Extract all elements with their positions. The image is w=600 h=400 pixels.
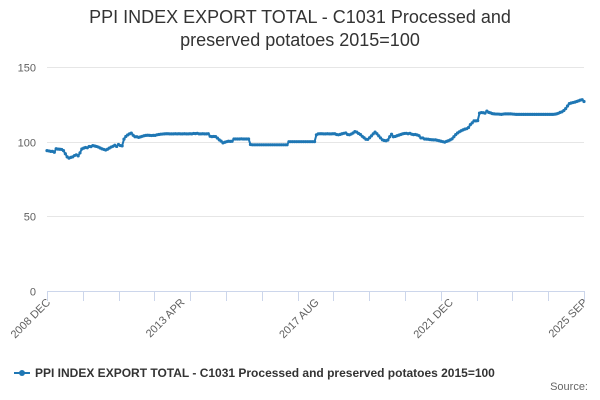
data-point[interactable]	[312, 140, 317, 144]
data-point[interactable]	[452, 135, 456, 139]
data-point[interactable]	[388, 135, 392, 139]
source-label: Source:	[550, 381, 588, 393]
data-point[interactable]	[61, 149, 66, 153]
data-point[interactable]	[230, 139, 234, 143]
data-point[interactable]	[76, 154, 80, 158]
data-point[interactable]	[206, 132, 210, 136]
chart-title-line-2: preserved potatoes 2015=100	[180, 30, 420, 50]
y-tick-label: 150	[18, 63, 36, 75]
data-point[interactable]	[375, 132, 379, 136]
data-point[interactable]	[386, 138, 390, 142]
data-point[interactable]	[417, 134, 421, 138]
legend-dot-swatch	[19, 370, 25, 376]
chart-title: PPI INDEX EXPORT TOTAL - C1031 Processed…	[40, 6, 560, 52]
data-point[interactable]	[377, 134, 381, 138]
data-point[interactable]	[129, 131, 133, 135]
data-point[interactable]	[122, 137, 126, 141]
legend-label[interactable]: PPI INDEX EXPORT TOTAL - C1031 Processed…	[35, 366, 495, 380]
series-line[interactable]	[46, 98, 585, 160]
data-point[interactable]	[63, 152, 67, 156]
data-point[interactable]	[247, 137, 251, 141]
data-point[interactable]	[120, 144, 124, 148]
gridlines	[47, 67, 584, 292]
data-point[interactable]	[285, 143, 289, 147]
data-point[interactable]	[466, 125, 471, 130]
data-point[interactable]	[582, 99, 586, 104]
y-tick-label: 100	[18, 138, 36, 150]
data-point[interactable]	[389, 132, 394, 136]
axes: 0 50 100 150 2008 DEC 2013 APR 2017 AUG 2021 DE…	[9, 63, 590, 342]
x-tick-label: 2021 DEC	[411, 297, 455, 341]
y-tick-label: 50	[24, 212, 36, 224]
data-point[interactable]	[565, 104, 570, 108]
data-point[interactable]	[564, 107, 568, 111]
y-tick-label: 0	[30, 287, 36, 299]
x-tick-label: 2025 SEP	[547, 297, 591, 341]
chart-title-line-1: PPI INDEX EXPORT TOTAL - C1031 Processed…	[89, 7, 511, 27]
legend-series-marker	[14, 368, 30, 378]
data-point[interactable]	[483, 111, 487, 115]
x-tick-label: 2013 APR	[144, 297, 188, 341]
data-point[interactable]	[450, 137, 454, 141]
series-layer	[45, 98, 586, 160]
data-point[interactable]	[52, 150, 56, 154]
x-tick-label: 2008 DEC	[9, 297, 53, 341]
x-tick-label: 2017 AUG	[277, 297, 321, 341]
data-point[interactable]	[476, 119, 480, 123]
data-point[interactable]	[78, 151, 82, 155]
legend[interactable]: PPI INDEX EXPORT TOTAL - C1031 Processed…	[14, 365, 495, 381]
